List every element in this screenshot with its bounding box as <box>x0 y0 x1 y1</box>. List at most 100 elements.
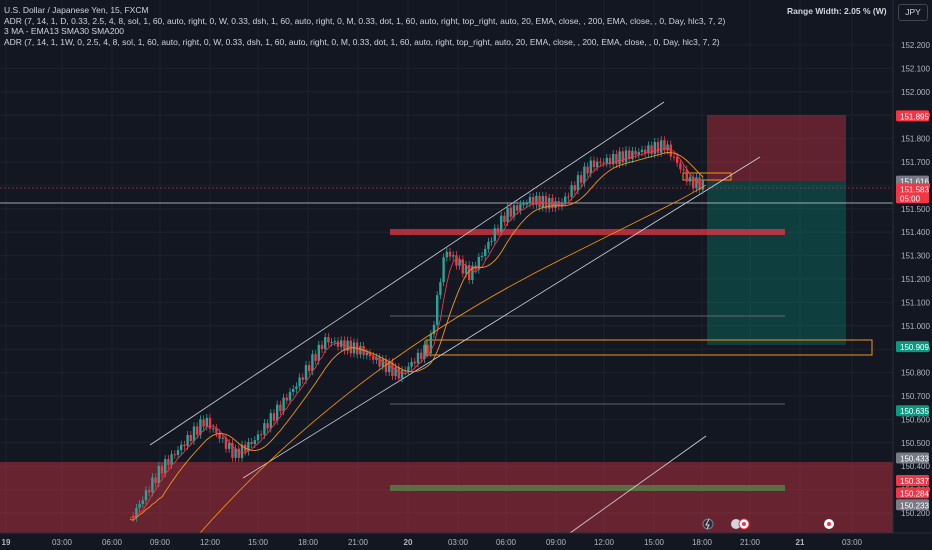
candle-body <box>596 161 599 168</box>
candle-body <box>180 444 183 451</box>
candle-body <box>512 205 516 217</box>
candle-body <box>592 160 596 168</box>
time-tick-label: 09:00 <box>150 538 171 547</box>
candle-body <box>388 362 391 373</box>
candle-body <box>567 196 570 198</box>
time-tick-label: 03:00 <box>842 538 863 547</box>
channel-lower-line[interactable] <box>242 156 761 479</box>
indicator-adr-daily[interactable]: ADR (7, 14, 1, D, 0.33, 2.5, 4, 8, sol, … <box>4 15 726 26</box>
time-tick-label: 03:00 <box>448 538 469 547</box>
candle-body <box>295 386 298 389</box>
time-tick-label: 06:00 <box>102 538 123 547</box>
candle-body <box>330 341 333 343</box>
price-label-text: 151.583 <box>900 185 929 194</box>
candle-body <box>260 434 263 436</box>
candle-body <box>640 149 644 153</box>
price-label-tag <box>896 110 929 122</box>
candle-body <box>682 169 685 171</box>
candle-body <box>455 255 458 266</box>
candle-body <box>135 507 138 518</box>
candle-body <box>160 466 164 474</box>
candle-body <box>215 428 218 434</box>
trend-line[interactable] <box>569 435 707 534</box>
time-tick-label: 21 <box>796 538 805 547</box>
demand-zone-red <box>0 462 893 533</box>
flag-us-icon[interactable] <box>731 519 741 529</box>
price-tick-label: 152.000 <box>901 88 930 97</box>
candle-body <box>247 442 250 452</box>
candle-body <box>621 151 624 163</box>
time-tick-label: 12:00 <box>594 538 615 547</box>
candle-body <box>570 185 573 197</box>
time-tick-label: 18:00 <box>298 538 319 547</box>
candle-body <box>138 503 141 508</box>
candle-body <box>589 160 592 174</box>
time-tick-label: 20 <box>404 538 413 547</box>
time-tick-label: 15:00 <box>644 538 665 547</box>
candle-body <box>144 490 148 501</box>
time-tick-label: 21:00 <box>740 538 761 547</box>
candle-body <box>480 255 484 257</box>
candle-body <box>282 397 285 412</box>
candle-body <box>410 361 413 367</box>
candle-body <box>301 377 304 380</box>
candle-body <box>493 228 496 241</box>
order-block-box[interactable] <box>425 339 873 356</box>
candle-body <box>365 352 368 356</box>
candle-body <box>192 426 196 442</box>
candle-body <box>608 157 612 165</box>
indicator-adr-weekly[interactable]: ADR (7, 14, 1, 1W, 0, 2.5, 4, 8, sol, 1,… <box>4 36 720 47</box>
time-tick-label: 03:00 <box>52 538 73 547</box>
currency-selector[interactable]: JPY <box>898 4 928 21</box>
candle-body <box>509 207 512 217</box>
price-label-text: 150.909 <box>900 343 929 352</box>
lightning-icon[interactable] <box>702 518 714 530</box>
entry-box[interactable] <box>682 172 732 181</box>
channel-upper-line[interactable] <box>149 101 665 446</box>
candle-body <box>349 340 352 354</box>
candle-body <box>202 419 205 427</box>
candle-body <box>311 354 314 372</box>
candle-body <box>186 435 189 446</box>
candle-body <box>420 352 423 360</box>
candle-body <box>381 359 384 367</box>
price-label-tag <box>896 183 929 195</box>
candle-body <box>624 150 628 163</box>
candle-body <box>471 265 474 280</box>
candle-body <box>132 515 135 518</box>
candle-body <box>535 195 538 205</box>
candle-body <box>676 156 679 164</box>
time-axis[interactable] <box>0 533 932 550</box>
price-label-text: 150.337 <box>900 477 929 486</box>
candle-body <box>580 175 583 183</box>
candle-body <box>308 365 311 372</box>
candle-body <box>429 334 432 354</box>
price-axis[interactable] <box>893 0 932 533</box>
ema13-line <box>129 146 703 519</box>
candle-body <box>496 228 500 233</box>
symbol-title[interactable]: U.S. Dollar / Japanese Yen, 15, FXCM <box>4 5 149 15</box>
candle-body <box>647 145 650 154</box>
candle-body <box>288 391 292 401</box>
candle-body <box>516 205 519 211</box>
candle-body <box>176 450 180 455</box>
price-tick-label: 151.800 <box>901 135 930 144</box>
candle-body <box>336 341 340 347</box>
candle-body <box>173 454 176 456</box>
candle-body <box>672 156 676 158</box>
candle-body <box>183 444 186 446</box>
candle-body <box>583 166 586 183</box>
candle-body <box>407 366 410 372</box>
candle-body <box>685 169 688 182</box>
candle-body <box>164 459 167 474</box>
candle-body <box>564 196 567 203</box>
candle-body <box>522 203 525 205</box>
time-tick-label: 15:00 <box>248 538 269 547</box>
candle-body <box>212 428 215 430</box>
price-label-tag <box>896 405 929 417</box>
indicator-3ma[interactable]: 3 MA - EMA13 SMA30 SMA200 <box>4 26 124 36</box>
candle-body <box>375 357 378 360</box>
price-label-text: 150.284 <box>900 489 929 498</box>
candle-body <box>285 397 288 401</box>
